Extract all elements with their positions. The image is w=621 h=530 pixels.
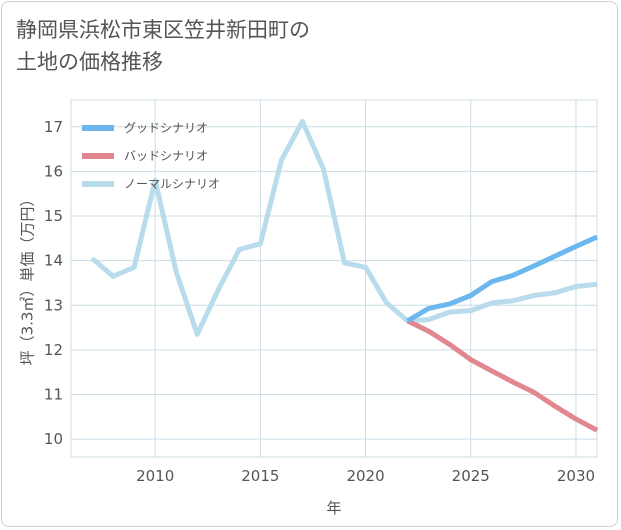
- y-tick-label: 13: [44, 296, 63, 314]
- x-tick-label: 2020: [346, 467, 384, 485]
- y-tick-label: 12: [44, 341, 63, 359]
- page-title: 静岡県浜松市東区笠井新田町の 土地の価格推移: [16, 14, 310, 78]
- title-line-2: 土地の価格推移: [16, 50, 163, 74]
- y-tick-label: 17: [44, 118, 63, 136]
- y-tick-label: 11: [44, 386, 63, 404]
- plot-frame: [70, 99, 598, 458]
- x-tick-label: 2015: [241, 467, 279, 485]
- y-tick-label: 16: [44, 162, 63, 180]
- x-tick-label: 2030: [557, 467, 595, 485]
- y-tick-label: 14: [44, 252, 63, 270]
- y-tick-label: 10: [44, 430, 63, 448]
- legend-label-normal: ノーマルシナリオ: [124, 177, 220, 191]
- legend-label-bad: バッドシナリオ: [124, 149, 208, 163]
- series-line-good: [406, 234, 599, 324]
- x-axis-title: 年: [326, 499, 341, 517]
- series-line-normal: [90, 118, 598, 337]
- y-tick-label: 15: [44, 207, 63, 225]
- x-tick-label: 2025: [452, 467, 490, 485]
- x-tick-label: 2010: [136, 467, 174, 485]
- series-line-bad: [406, 318, 599, 433]
- title-line-1: 静岡県浜松市東区笠井新田町の: [16, 18, 310, 42]
- legend-label-good: グッドシナリオ: [124, 121, 208, 135]
- y-axis-title: 坪（3.3㎡）単価（万円）: [19, 192, 37, 366]
